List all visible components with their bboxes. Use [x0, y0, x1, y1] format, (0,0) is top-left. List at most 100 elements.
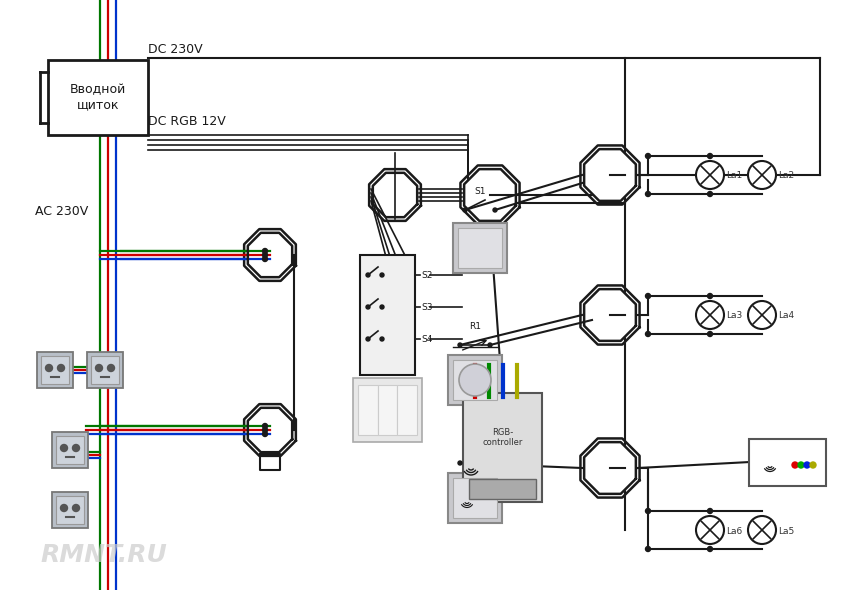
Polygon shape — [248, 408, 292, 452]
Polygon shape — [584, 149, 636, 201]
Circle shape — [748, 516, 776, 544]
Circle shape — [366, 305, 370, 309]
Text: DC 230V: DC 230V — [148, 43, 202, 56]
Text: La1: La1 — [726, 172, 742, 181]
Circle shape — [60, 504, 67, 512]
Circle shape — [46, 365, 53, 372]
FancyBboxPatch shape — [448, 355, 502, 405]
FancyBboxPatch shape — [360, 255, 415, 375]
Circle shape — [798, 462, 804, 468]
FancyBboxPatch shape — [52, 492, 88, 528]
FancyBboxPatch shape — [87, 352, 123, 388]
Circle shape — [645, 509, 650, 513]
Circle shape — [707, 546, 712, 552]
Circle shape — [458, 343, 462, 347]
Polygon shape — [581, 438, 639, 497]
Circle shape — [380, 273, 384, 277]
Circle shape — [645, 192, 650, 196]
FancyBboxPatch shape — [56, 436, 84, 464]
Text: R1: R1 — [469, 322, 481, 331]
Circle shape — [645, 293, 650, 299]
FancyBboxPatch shape — [353, 378, 422, 442]
FancyBboxPatch shape — [458, 228, 502, 268]
FancyBboxPatch shape — [377, 385, 397, 435]
Circle shape — [95, 365, 103, 372]
Circle shape — [263, 424, 268, 428]
Circle shape — [263, 428, 268, 432]
Text: S3: S3 — [421, 303, 433, 312]
Circle shape — [493, 208, 497, 212]
Circle shape — [107, 365, 115, 372]
Circle shape — [804, 462, 810, 468]
Text: RGB-
controller: RGB- controller — [482, 428, 523, 447]
FancyBboxPatch shape — [448, 473, 502, 523]
FancyBboxPatch shape — [397, 385, 417, 435]
FancyBboxPatch shape — [358, 385, 377, 435]
Text: La2: La2 — [778, 172, 794, 181]
Circle shape — [60, 444, 67, 451]
FancyBboxPatch shape — [37, 352, 73, 388]
Text: La3: La3 — [726, 312, 742, 320]
Text: La6: La6 — [726, 526, 742, 536]
Circle shape — [58, 365, 65, 372]
FancyBboxPatch shape — [41, 356, 69, 384]
Circle shape — [263, 248, 268, 254]
Polygon shape — [248, 233, 292, 277]
FancyBboxPatch shape — [453, 360, 497, 400]
Circle shape — [645, 546, 650, 552]
Circle shape — [645, 332, 650, 336]
Text: La4: La4 — [778, 312, 794, 320]
FancyBboxPatch shape — [52, 432, 88, 468]
FancyBboxPatch shape — [749, 439, 826, 486]
Circle shape — [263, 253, 268, 257]
Circle shape — [707, 192, 712, 196]
Text: DC RGB 12V: DC RGB 12V — [148, 115, 226, 128]
FancyBboxPatch shape — [453, 223, 507, 273]
Polygon shape — [581, 146, 639, 205]
Text: AC 230V: AC 230V — [35, 205, 88, 218]
Circle shape — [366, 337, 370, 341]
Circle shape — [748, 301, 776, 329]
Polygon shape — [373, 173, 417, 217]
Circle shape — [72, 444, 80, 451]
FancyBboxPatch shape — [453, 478, 497, 518]
Text: Вводной
щиток: Вводной щиток — [70, 84, 126, 112]
Circle shape — [707, 332, 712, 336]
Circle shape — [645, 153, 650, 159]
Circle shape — [696, 161, 724, 189]
Polygon shape — [244, 229, 296, 281]
Circle shape — [463, 208, 467, 212]
Polygon shape — [244, 404, 296, 456]
Circle shape — [380, 305, 384, 309]
Circle shape — [380, 337, 384, 341]
Polygon shape — [581, 286, 639, 345]
Circle shape — [488, 343, 492, 347]
Polygon shape — [584, 442, 636, 494]
Polygon shape — [369, 169, 421, 221]
Circle shape — [366, 273, 370, 277]
Circle shape — [707, 509, 712, 513]
Text: S1: S1 — [474, 187, 485, 196]
Circle shape — [459, 364, 491, 396]
Polygon shape — [584, 289, 636, 341]
Circle shape — [72, 504, 80, 512]
Circle shape — [707, 293, 712, 299]
Circle shape — [458, 461, 462, 465]
Circle shape — [792, 462, 798, 468]
Circle shape — [263, 257, 268, 261]
Text: RMNT.RU: RMNT.RU — [40, 543, 167, 567]
Text: S4: S4 — [421, 335, 433, 343]
Circle shape — [696, 301, 724, 329]
Circle shape — [810, 462, 816, 468]
Text: S2: S2 — [421, 270, 433, 280]
FancyBboxPatch shape — [48, 60, 148, 135]
Circle shape — [748, 161, 776, 189]
FancyBboxPatch shape — [463, 393, 542, 502]
FancyBboxPatch shape — [91, 356, 119, 384]
Circle shape — [696, 516, 724, 544]
Text: La5: La5 — [778, 526, 794, 536]
Circle shape — [263, 431, 268, 437]
Circle shape — [707, 153, 712, 159]
Polygon shape — [461, 165, 519, 225]
FancyBboxPatch shape — [469, 479, 536, 499]
